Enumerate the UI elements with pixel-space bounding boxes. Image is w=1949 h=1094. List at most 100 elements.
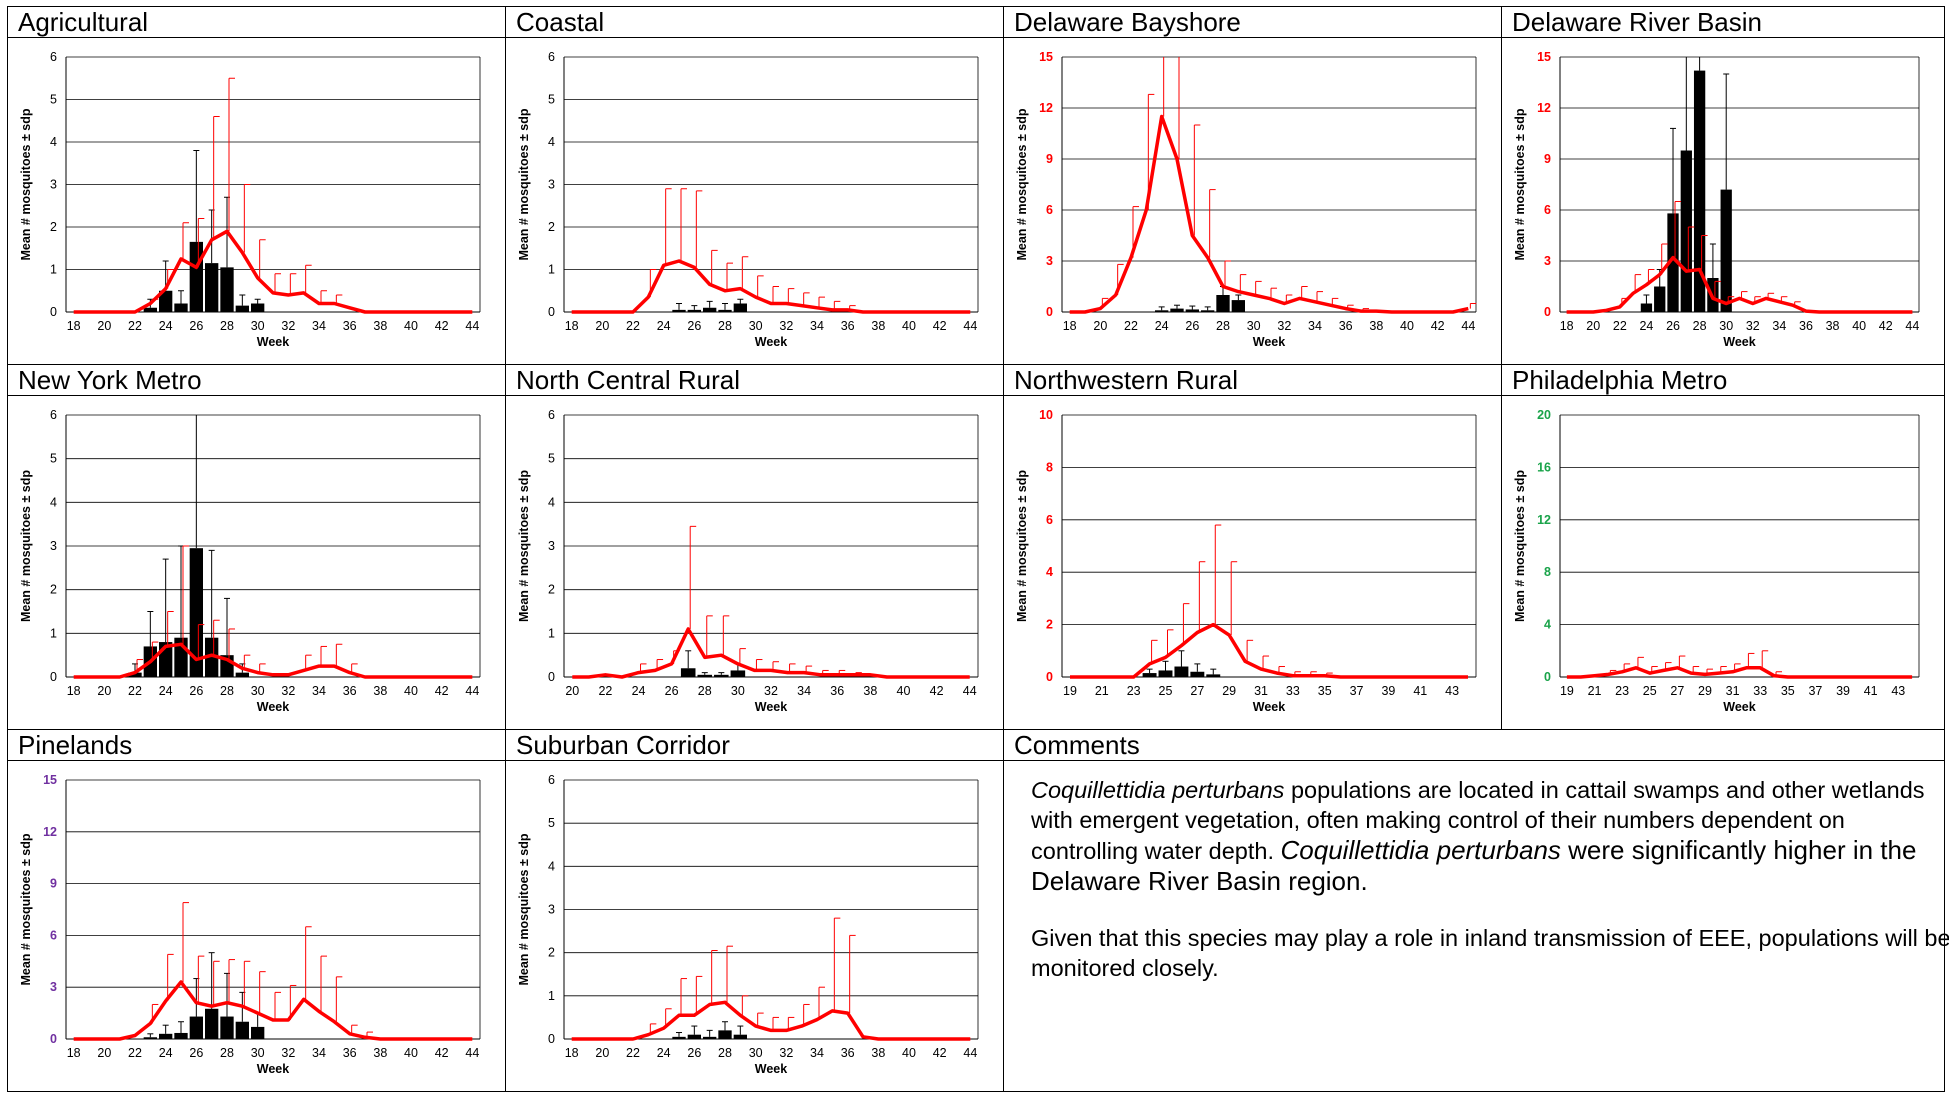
bar (159, 1033, 173, 1039)
x-tick-label: 30 (1719, 319, 1733, 333)
x-tick-label: 39 (1381, 684, 1395, 698)
bar (1170, 308, 1184, 312)
x-axis-title: Week (257, 1062, 289, 1076)
x-tick-label: 42 (435, 1046, 449, 1060)
x-tick-label: 30 (251, 684, 265, 698)
bar (235, 305, 249, 312)
bar (672, 1036, 686, 1039)
y-tick-label: 2 (50, 583, 57, 597)
mean-line (571, 259, 971, 314)
y-tick-label: 2 (548, 946, 555, 960)
y-tick-label: 6 (1046, 513, 1053, 527)
y-axis-title: Mean # mosquitoes ± sdp (1015, 470, 1029, 622)
bar (718, 309, 732, 312)
mean-line (73, 642, 473, 679)
y-axis-title: Mean # mosquitoes ± sdp (19, 833, 33, 985)
x-axis-title: Week (1723, 335, 1755, 349)
x-axis-title: Week (755, 335, 787, 349)
bar (189, 548, 203, 677)
x-tick-label: 32 (281, 319, 295, 333)
y-tick-label: 4 (50, 135, 57, 149)
bar (714, 674, 729, 677)
bar (1720, 189, 1732, 312)
bar (1142, 673, 1157, 677)
bar (1640, 303, 1653, 312)
x-tick-label: 35 (1781, 684, 1795, 698)
x-tick-label: 20 (97, 684, 111, 698)
y-tick-label: 2 (548, 583, 555, 597)
x-axis-title: Week (1253, 700, 1285, 714)
bar (220, 1016, 234, 1039)
panel-agricultural: Agricultural 0 1 2 3 4 5 6 18 20 22 24 26 28 30 32 34 36… (8, 7, 506, 365)
panel-title: Philadelphia Metro (1502, 365, 1944, 396)
panel-title: North Central Rural (506, 365, 1003, 396)
mean-line (73, 229, 473, 314)
panel-comments: Comments Coquillettidia perturbans popul… (1004, 730, 1949, 1092)
bar (1158, 670, 1173, 677)
chart-philadelphia-metro: 0 4 8 12 16 20 19 21 23 25 27 29 31 33 35 37 39 41 43 Week M… (1513, 408, 1920, 714)
bar (189, 241, 203, 312)
x-tick-label: 22 (1124, 319, 1138, 333)
x-tick-label: 28 (220, 684, 234, 698)
y-tick-label: 0 (1544, 670, 1551, 684)
y-tick-label: 3 (548, 903, 555, 917)
bar (733, 303, 747, 312)
y-tick-label: 3 (1046, 254, 1053, 268)
panel-delaware-river-basin: Delaware River Basin 0 3 6 9 12 15 18 20 22 24 26 2… (1502, 7, 1945, 365)
y-axis-title: Mean # mosquitoes ± sdp (1513, 470, 1527, 622)
mean-line (1069, 114, 1469, 314)
y-tick-label: 2 (1046, 618, 1053, 632)
y-tick-label: 9 (50, 877, 57, 891)
x-tick-label: 28 (220, 1046, 234, 1060)
x-tick-label: 34 (312, 684, 326, 698)
y-tick-label: 6 (50, 408, 57, 422)
x-tick-label: 40 (404, 684, 418, 698)
y-tick-label: 12 (43, 825, 57, 839)
y-tick-label: 6 (1046, 203, 1053, 217)
panel-title: Pinelands (8, 730, 505, 761)
x-tick-label: 30 (731, 684, 745, 698)
x-tick-label: 42 (1431, 319, 1445, 333)
bar (1693, 70, 1706, 312)
x-tick-label: 33 (1753, 684, 1767, 698)
panel-title: New York Metro (8, 365, 505, 396)
x-tick-label: 26 (1185, 319, 1199, 333)
y-tick-label: 0 (1544, 305, 1551, 319)
y-axis-title: Mean # mosquitoes ± sdp (19, 470, 33, 622)
x-tick-label: 32 (764, 684, 778, 698)
x-tick-label: 44 (963, 1046, 977, 1060)
panel-coastal: Coastal 0 1 2 3 4 5 6 18 20 22 24 26 28 30 32 34 36 38 40 4… (506, 7, 1004, 365)
bar (205, 263, 219, 312)
y-axis-title: Mean # mosquitoes ± sdp (517, 108, 531, 260)
y-tick-label: 4 (1544, 618, 1551, 632)
x-tick-label: 38 (373, 684, 387, 698)
bar (687, 1034, 701, 1039)
x-tick-label: 31 (1726, 684, 1740, 698)
y-tick-label: 15 (1039, 50, 1053, 64)
panel-title: Delaware Bayshore (1004, 7, 1501, 38)
y-tick-label: 6 (50, 928, 57, 942)
x-tick-label: 34 (810, 1046, 824, 1060)
y-axis-title: Mean # mosquitoes ± sdp (1513, 108, 1527, 260)
y-axis-title: Mean # mosquitoes ± sdp (1015, 108, 1029, 260)
y-tick-label: 5 (50, 93, 57, 107)
x-tick-label: 42 (933, 1046, 947, 1060)
y-tick-label: 0 (50, 670, 57, 684)
x-tick-label: 36 (343, 1046, 357, 1060)
x-tick-label: 33 (1286, 684, 1300, 698)
x-tick-label: 20 (97, 1046, 111, 1060)
x-tick-label: 27 (1190, 684, 1204, 698)
x-tick-label: 24 (657, 319, 671, 333)
y-tick-label: 12 (1039, 101, 1053, 115)
x-axis-title: Week (1723, 700, 1755, 714)
x-tick-label: 36 (841, 319, 855, 333)
x-tick-label: 43 (1891, 684, 1905, 698)
y-tick-label: 3 (50, 178, 57, 192)
panel-philadelphia-metro: Philadelphia Metro 0 4 8 12 16 20 19 21 23 25 27 29… (1502, 365, 1945, 730)
bar (1667, 213, 1679, 312)
y-tick-label: 6 (548, 773, 555, 787)
x-tick-label: 36 (1339, 319, 1353, 333)
x-tick-label: 26 (1666, 319, 1680, 333)
bar (1654, 286, 1666, 312)
x-tick-label: 21 (1095, 684, 1109, 698)
